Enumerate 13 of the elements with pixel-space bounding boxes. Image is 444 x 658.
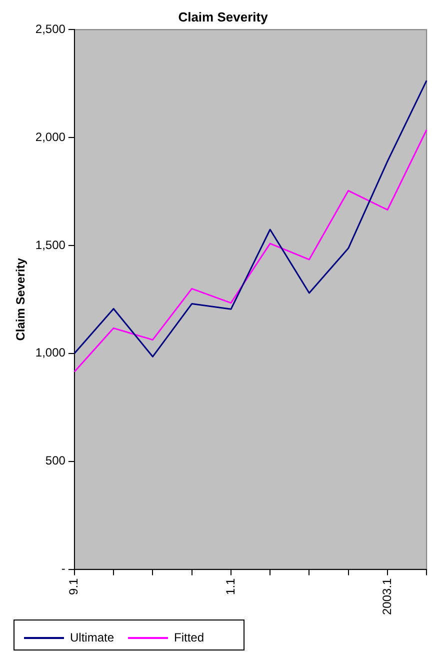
y-tick-label: 2,000 (35, 130, 66, 144)
y-tick-label: 500 (45, 454, 66, 468)
x-tick-label: 2003.1 (380, 578, 394, 615)
y-tick-label: 2,500 (35, 22, 66, 36)
y-axis-title: Claim Severity (14, 258, 28, 341)
legend-label: Ultimate (70, 630, 114, 644)
y-tick-label: 1,500 (35, 238, 66, 252)
y-tick-label: - (61, 562, 66, 576)
chart-title: Claim Severity (178, 9, 269, 24)
legend-label: Fitted (174, 630, 204, 644)
x-tick-label: 1.1 (223, 578, 238, 595)
x-tick-label: 9.1 (66, 578, 81, 595)
y-tick-label: 1,000 (35, 346, 66, 360)
